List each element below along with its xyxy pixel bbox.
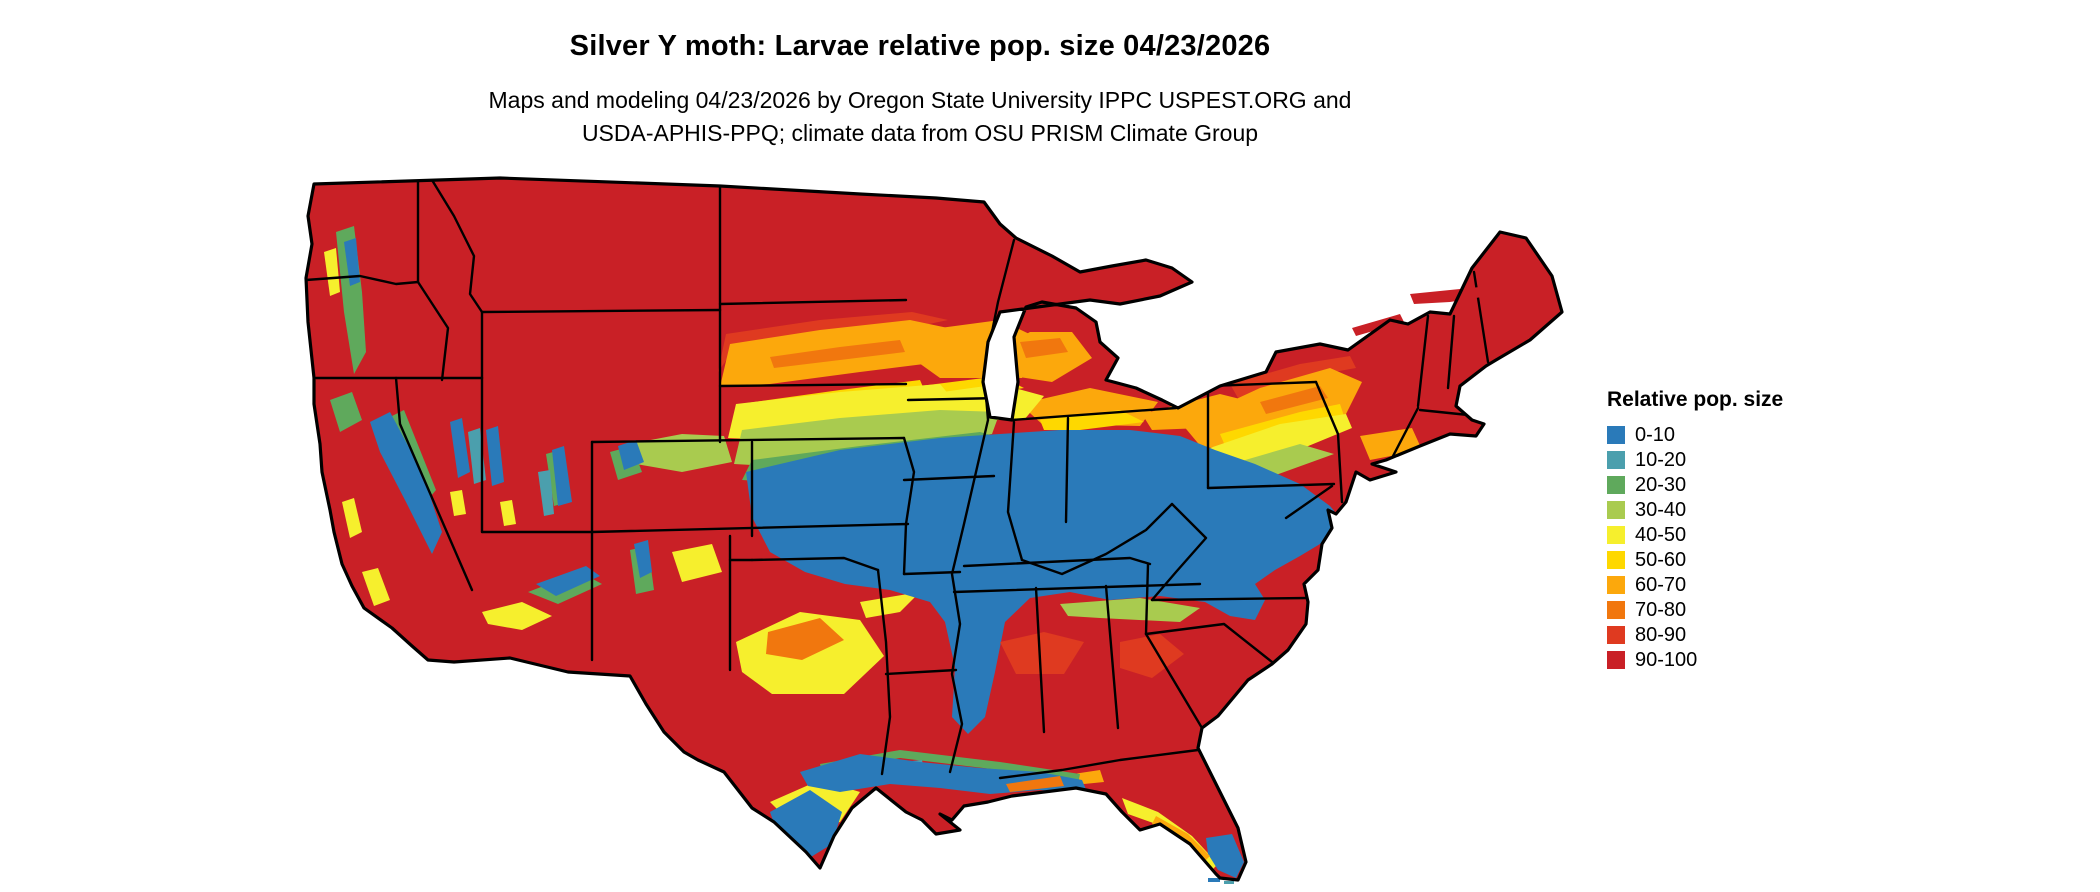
legend-label-70-80: 70-80	[1635, 598, 1687, 621]
legend-swatch-40-50	[1607, 525, 1625, 544]
map-raster	[306, 178, 1562, 880]
us-border-outline	[304, 176, 1564, 882]
legend-label-50-60: 50-60	[1635, 548, 1687, 571]
map-legend: Relative pop. size 0-10 10-20 20-30 30-4…	[1607, 388, 1783, 672]
legend-item: 0-10	[1607, 422, 1783, 447]
legend-swatch-50-60	[1607, 550, 1625, 569]
subtitle-line-1: Maps and modeling 04/23/2026 by Oregon S…	[488, 87, 1352, 113]
legend-swatch-90-100	[1607, 650, 1625, 669]
legend-item: 30-40	[1607, 497, 1783, 522]
legend-label-60-70: 60-70	[1635, 573, 1687, 596]
map-accent-panhandle-darkorange	[1006, 776, 1064, 792]
legend-label-80-90: 80-90	[1635, 623, 1687, 646]
map-accent-deepsouth-redorange	[1000, 632, 1084, 674]
map-accent-texas-darkorange	[766, 618, 844, 660]
legend-swatch-0-10	[1607, 425, 1625, 444]
legend-item: 80-90	[1607, 622, 1783, 647]
legend-item: 60-70	[1607, 572, 1783, 597]
legend-item: 10-20	[1607, 447, 1783, 472]
florida-keys-fragment-teal	[1224, 881, 1234, 884]
legend-swatch-80-90	[1607, 625, 1625, 644]
legend-label-30-40: 30-40	[1635, 498, 1687, 521]
legend-item: 40-50	[1607, 522, 1783, 547]
legend-label-90-100: 90-100	[1635, 648, 1698, 671]
legend-swatch-60-70	[1607, 575, 1625, 594]
subtitle-line-2: USDA-APHIS-PPQ; climate data from OSU PR…	[581, 120, 1259, 146]
map-accent-georgia-redorange	[1120, 634, 1184, 678]
legend-swatch-10-20	[1607, 450, 1625, 469]
legend-item: 90-100	[1607, 647, 1783, 672]
us-map	[300, 172, 1580, 887]
figure-title: Silver Y moth: Larvae relative pop. size…	[569, 30, 1271, 62]
legend-swatch-20-30	[1607, 475, 1625, 494]
legend-swatch-30-40	[1607, 500, 1625, 519]
map-region-0-10	[344, 238, 1345, 878]
legend-label-40-50: 40-50	[1635, 523, 1687, 546]
legend-label-20-30: 20-30	[1635, 473, 1687, 496]
legend-item: 50-60	[1607, 547, 1783, 572]
legend-label-0-10: 0-10	[1635, 423, 1676, 446]
map-region-70-80	[770, 338, 1328, 414]
legend-label-10-20: 10-20	[1635, 448, 1687, 471]
legend-title: Relative pop. size	[1607, 388, 1784, 411]
legend-item: 70-80	[1607, 597, 1783, 622]
figure-subtitle: Maps and modeling 04/23/2026 by Oregon S…	[0, 84, 1840, 150]
legend-item: 20-30	[1607, 472, 1783, 497]
us-map-svg	[304, 176, 1564, 884]
state-borders	[306, 178, 1490, 780]
legend-swatch-70-80	[1607, 600, 1625, 619]
florida-keys-fragment-blue	[1208, 878, 1220, 882]
